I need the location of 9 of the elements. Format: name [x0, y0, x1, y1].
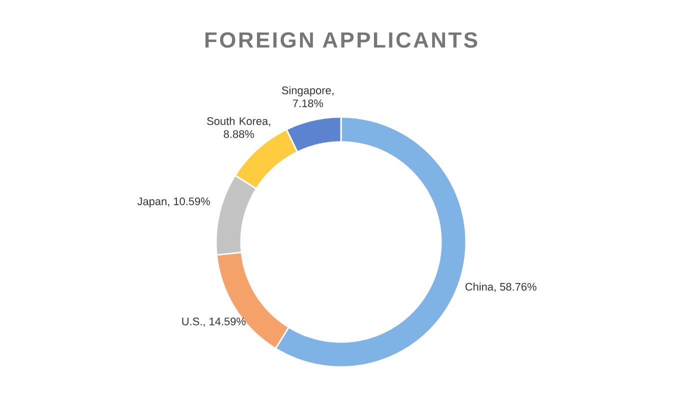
data-label: , 58.76%	[494, 282, 536, 292]
data-label: , 10.59%	[168, 197, 210, 207]
slice-label: South Korea	[207, 116, 268, 126]
text: , 8.88%	[224, 124, 270, 138]
chart-title: FOREIGN APPLICANTS	[205, 32, 478, 48]
slice-label: Japan	[137, 198, 166, 208]
data-label: , 14.59%	[204, 318, 246, 327]
slice-label: U.S.	[182, 318, 202, 326]
slice-label: China	[465, 282, 494, 291]
